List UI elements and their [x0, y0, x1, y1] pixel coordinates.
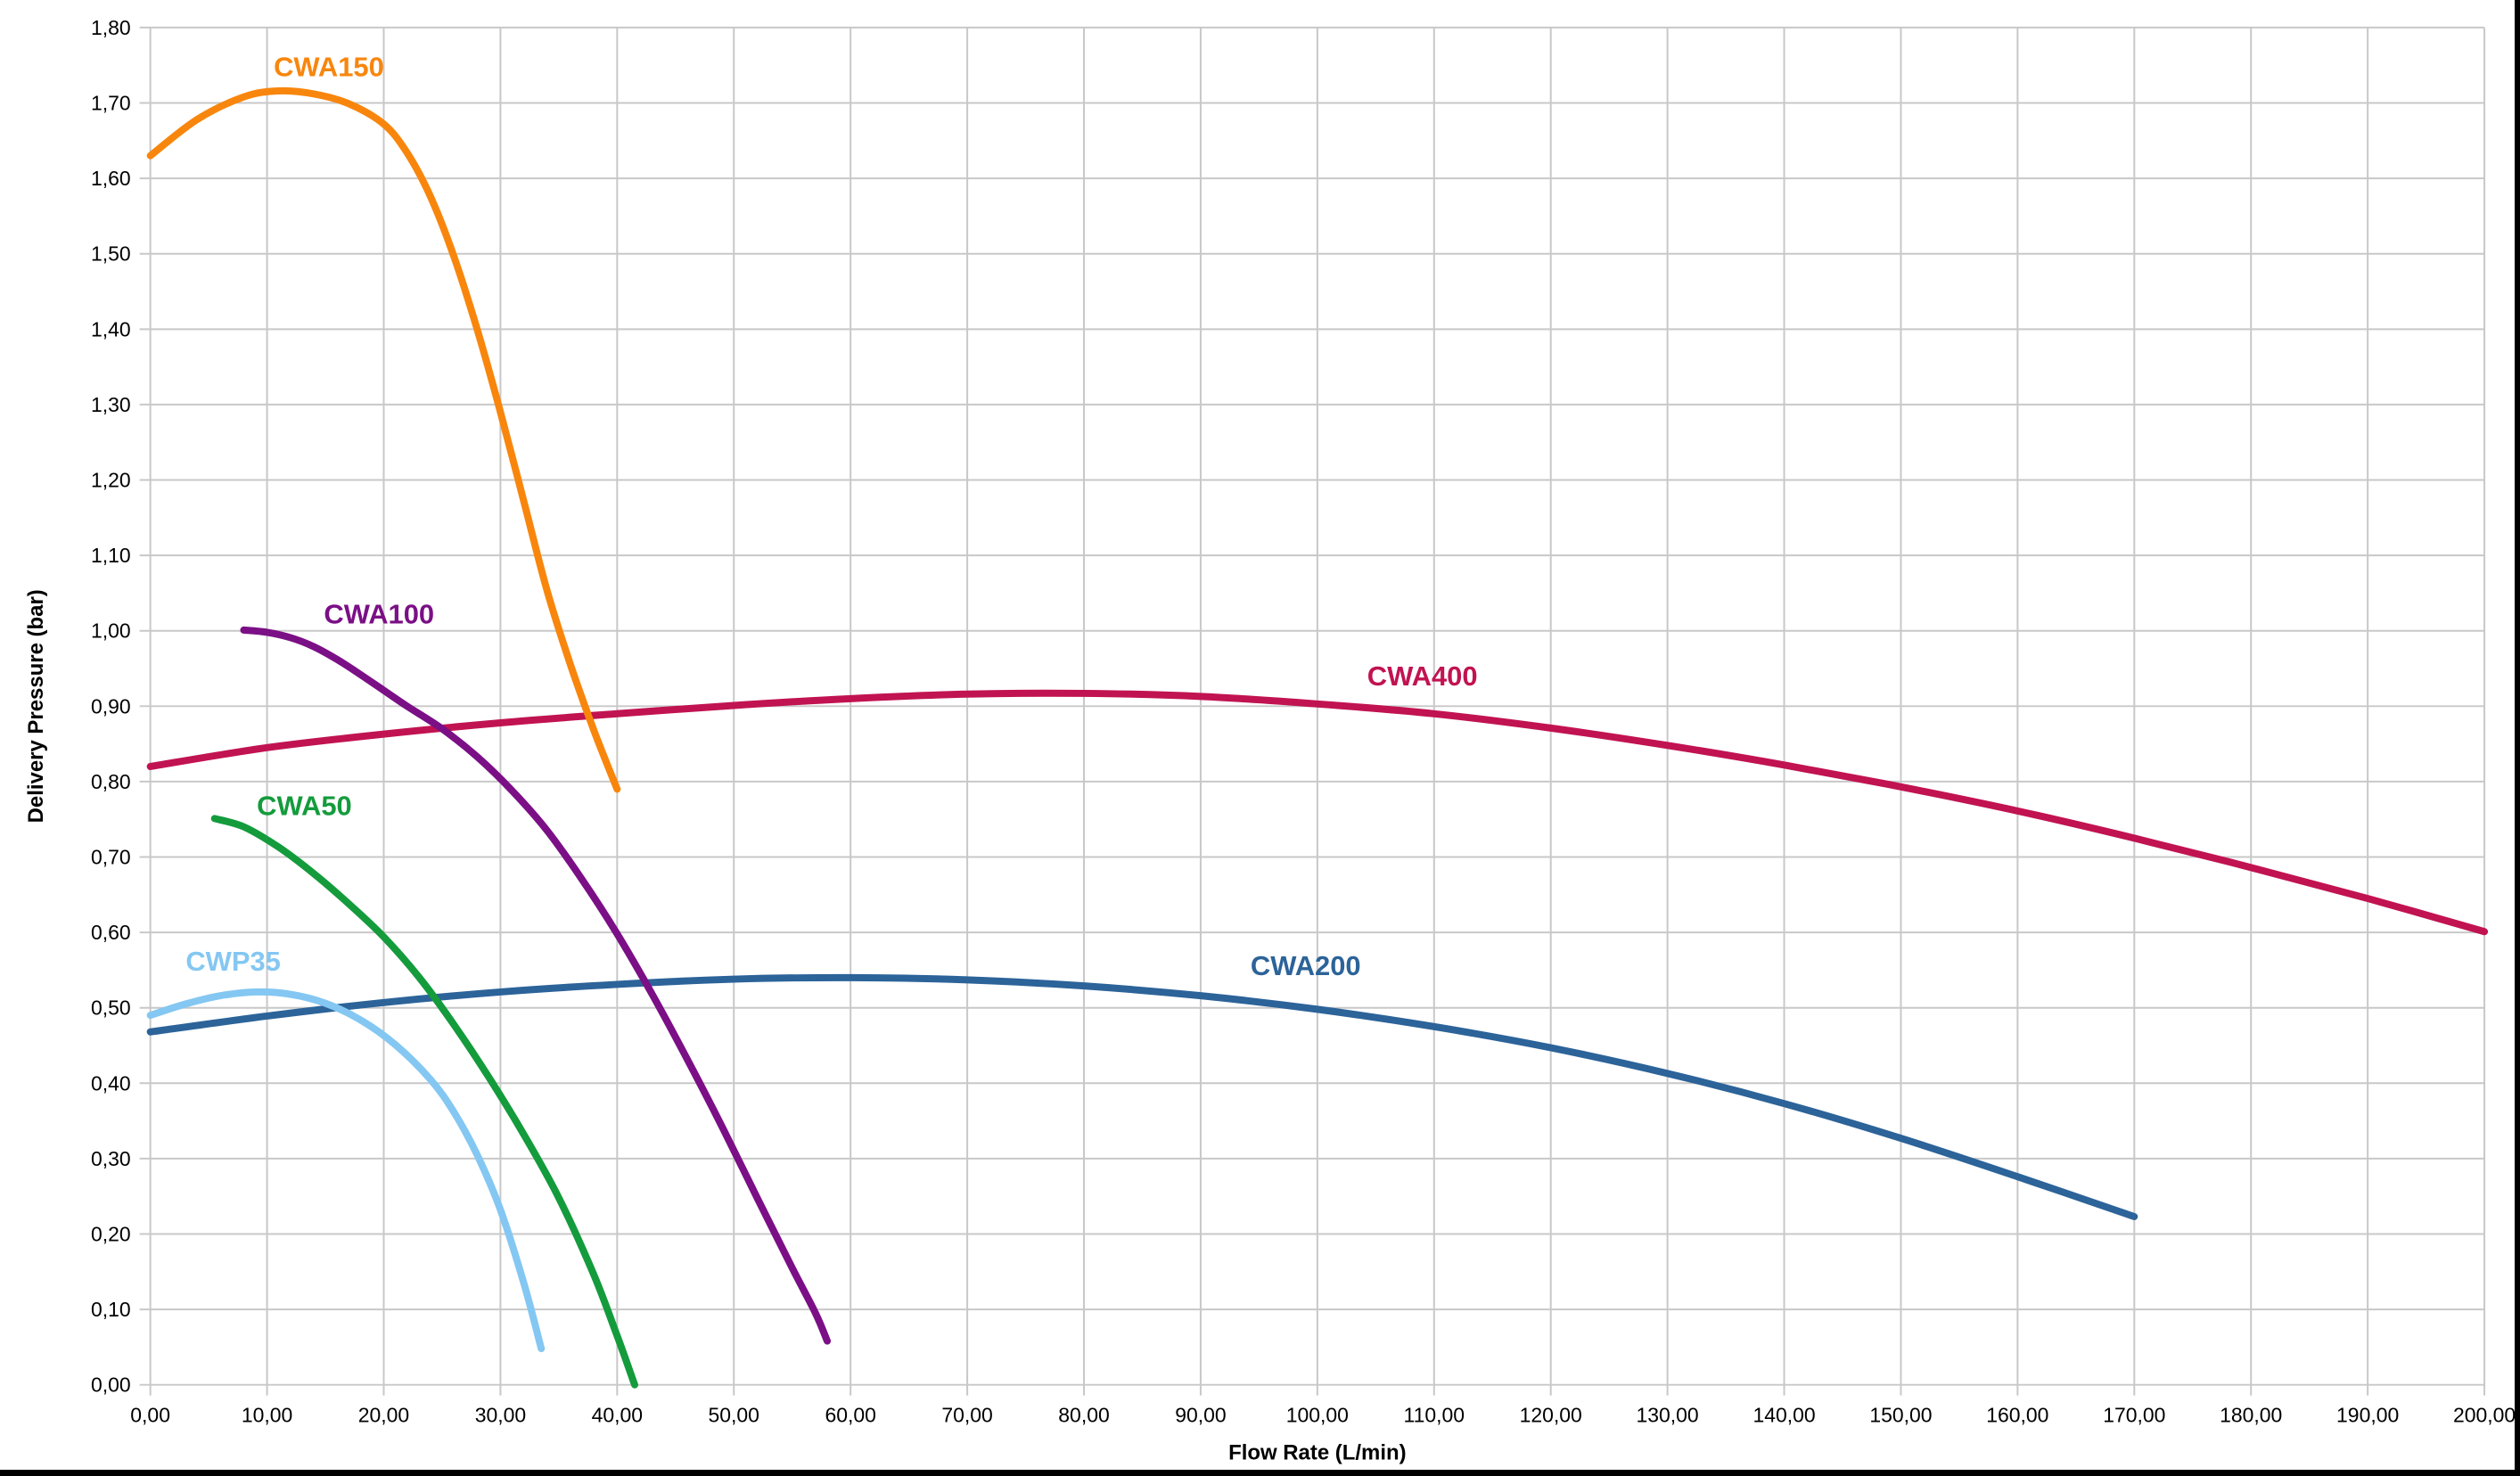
x-tick-label: 160,00 [1986, 1404, 2048, 1427]
x-tick-label: 100,00 [1286, 1404, 1349, 1427]
x-tick-label: 150,00 [1869, 1404, 1932, 1427]
y-tick-label: 1,20 [91, 469, 131, 492]
x-tick-label: 90,00 [1175, 1404, 1226, 1427]
y-tick-label: 0,40 [91, 1071, 131, 1095]
y-tick-label: 0,50 [91, 996, 131, 1020]
y-tick-label: 1,80 [91, 16, 131, 39]
y-tick-label: 1,40 [91, 317, 131, 340]
series-label-cwa400: CWA400 [1367, 660, 1478, 692]
y-tick-label: 0,20 [91, 1222, 131, 1245]
x-tick-label: 10,00 [242, 1404, 292, 1427]
series-line-cwa400 [146, 689, 2489, 936]
series-label-cwa150: CWA150 [274, 51, 384, 82]
x-tick-label: 140,00 [1753, 1404, 1815, 1427]
x-tick-label: 40,00 [592, 1404, 643, 1427]
x-tick-label: 30,00 [475, 1404, 526, 1427]
x-tick-label: 60,00 [825, 1404, 875, 1427]
y-tick-label: 1,30 [91, 393, 131, 416]
y-tick-label: 0,70 [91, 846, 131, 869]
x-tick-label: 190,00 [2336, 1404, 2399, 1427]
x-tick-label: 120,00 [1520, 1404, 1582, 1427]
series-label-cwp35: CWP35 [185, 946, 281, 977]
x-tick-label: 20,00 [358, 1404, 409, 1427]
x-tick-label: 200,00 [2453, 1404, 2515, 1427]
x-axis-title: Flow Rate (L/min) [1228, 1441, 1406, 1465]
x-tick-label: 0,00 [130, 1404, 170, 1427]
y-axis-title: Delivery Pressure (bar) [24, 589, 48, 823]
x-tick-label: 170,00 [2103, 1404, 2165, 1427]
y-tick-label: 0,10 [91, 1298, 131, 1321]
series-label-cwa200: CWA200 [1251, 950, 1361, 981]
x-tick-label: 130,00 [1637, 1404, 1699, 1427]
y-tick-label: 1,60 [91, 167, 131, 190]
series-label-cwa50: CWA50 [257, 790, 352, 821]
series-line-cwa50 [210, 815, 638, 1389]
x-tick-label: 180,00 [2220, 1404, 2282, 1427]
y-tick-label: 1,70 [91, 92, 131, 115]
y-tick-label: 1,00 [91, 619, 131, 643]
y-tick-label: 0,60 [91, 921, 131, 944]
series-line-cwa100 [240, 626, 832, 1345]
y-tick-label: 0,30 [91, 1147, 131, 1170]
x-tick-label: 110,00 [1404, 1404, 1465, 1427]
series-label-cwa100: CWA100 [324, 599, 434, 630]
y-tick-label: 1,10 [91, 544, 131, 567]
x-tick-label: 50,00 [709, 1404, 759, 1427]
y-tick-label: 0,00 [91, 1374, 131, 1397]
series-line-cwa150 [146, 86, 621, 793]
x-tick-label: 80,00 [1058, 1404, 1109, 1427]
y-tick-label: 1,50 [91, 242, 131, 266]
y-tick-label: 0,90 [91, 694, 131, 718]
series-line-cwa200 [146, 973, 2138, 1220]
x-tick-label: 70,00 [941, 1404, 992, 1427]
series-line-cwp35 [146, 988, 546, 1353]
y-tick-label: 0,80 [91, 770, 131, 793]
